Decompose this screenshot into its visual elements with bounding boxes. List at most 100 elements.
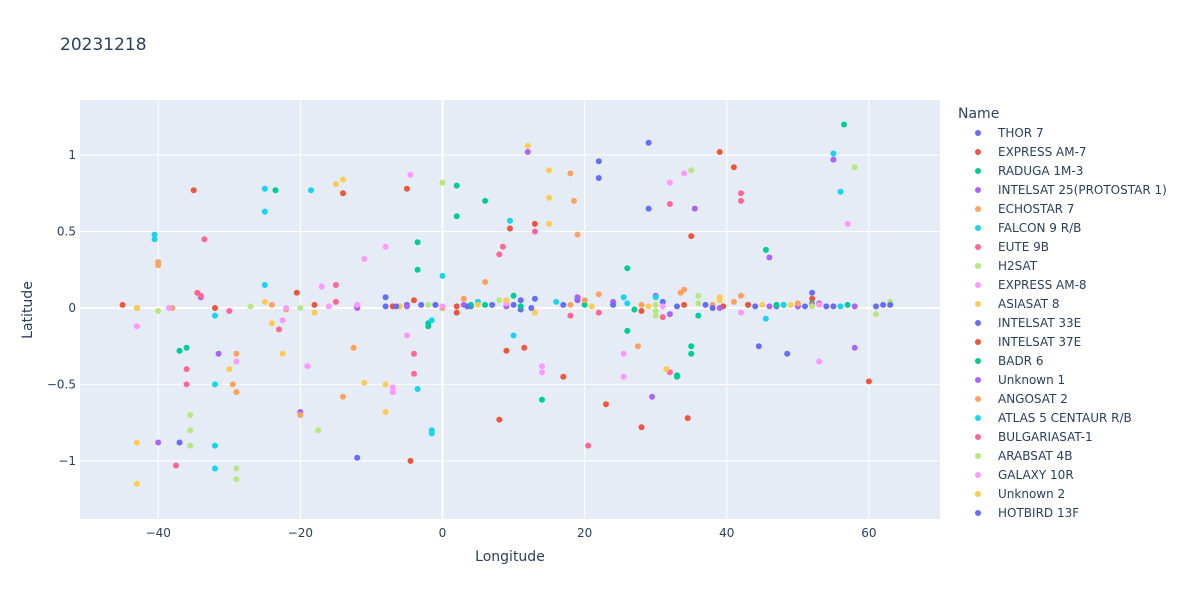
data-point[interactable] — [261, 208, 268, 215]
legend-item[interactable]: BULGARIASAT-1 — [975, 430, 1093, 444]
data-point[interactable] — [151, 236, 158, 243]
data-point[interactable] — [638, 301, 645, 308]
data-point[interactable] — [133, 439, 140, 446]
data-point[interactable] — [382, 381, 389, 388]
data-point[interactable] — [414, 386, 421, 392]
data-point[interactable] — [503, 297, 510, 304]
data-point[interactable] — [666, 311, 673, 318]
data-point[interactable] — [539, 396, 545, 403]
data-point[interactable] — [389, 384, 396, 391]
data-point[interactable] — [688, 167, 695, 174]
data-point[interactable] — [738, 197, 744, 204]
data-point[interactable] — [659, 314, 666, 321]
data-point[interactable] — [567, 301, 574, 308]
data-point[interactable] — [499, 243, 506, 250]
data-point[interactable] — [709, 305, 716, 311]
data-point[interactable] — [517, 303, 524, 310]
data-point[interactable] — [595, 309, 602, 316]
legend-item[interactable]: ATLAS 5 CENTAUR R/B — [975, 411, 1132, 425]
data-point[interactable] — [332, 282, 339, 288]
data-point[interactable] — [382, 409, 389, 415]
data-point[interactable] — [823, 303, 830, 310]
data-point[interactable] — [517, 297, 524, 304]
data-point[interactable] — [354, 454, 361, 461]
data-point[interactable] — [581, 301, 588, 308]
data-point[interactable] — [233, 358, 240, 365]
data-point[interactable] — [738, 190, 744, 197]
data-point[interactable] — [432, 301, 439, 308]
data-point[interactable] — [702, 301, 709, 308]
data-point[interactable] — [762, 246, 769, 253]
data-point[interactable] — [475, 301, 481, 308]
data-point[interactable] — [546, 194, 553, 201]
data-point[interactable] — [268, 301, 275, 308]
data-point[interactable] — [631, 306, 638, 313]
data-point[interactable] — [738, 309, 744, 316]
data-point[interactable] — [407, 457, 414, 464]
data-point[interactable] — [361, 379, 368, 386]
data-point[interactable] — [524, 142, 531, 149]
data-point[interactable] — [560, 301, 567, 308]
data-point[interactable] — [418, 301, 425, 308]
data-point[interactable] — [332, 298, 339, 305]
legend-item[interactable]: INTELSAT 25(PROTOSTAR 1) — [975, 183, 1167, 197]
data-point[interactable] — [340, 393, 346, 400]
data-point[interactable] — [649, 393, 656, 400]
data-point[interactable] — [119, 301, 126, 308]
data-point[interactable] — [190, 187, 197, 194]
data-point[interactable] — [652, 312, 659, 319]
data-point[interactable] — [187, 412, 194, 418]
data-point[interactable] — [603, 401, 609, 408]
data-point[interactable] — [787, 301, 794, 308]
data-point[interactable] — [652, 308, 659, 314]
legend-item[interactable]: ARABSAT 4B — [975, 449, 1072, 463]
data-point[interactable] — [524, 149, 531, 155]
data-point[interactable] — [674, 372, 680, 379]
data-point[interactable] — [567, 170, 574, 177]
data-point[interactable] — [539, 369, 545, 376]
legend-item[interactable]: EXPRESS AM-7 — [975, 145, 1087, 159]
data-point[interactable] — [403, 332, 410, 339]
data-point[interactable] — [620, 350, 627, 357]
data-point[interactable] — [681, 286, 688, 293]
data-point[interactable] — [350, 344, 357, 351]
data-point[interactable] — [567, 312, 574, 319]
data-point[interactable] — [585, 442, 592, 449]
data-point[interactable] — [361, 256, 368, 262]
data-point[interactable] — [766, 303, 773, 310]
data-point[interactable] — [620, 373, 627, 380]
legend-item[interactable]: HOTBIRD 13F — [975, 506, 1079, 520]
data-point[interactable] — [297, 412, 304, 418]
data-point[interactable] — [887, 301, 894, 308]
legend-item[interactable]: H2SAT — [975, 259, 1038, 273]
data-point[interactable] — [809, 289, 816, 296]
legend-item[interactable]: Unknown 1 — [975, 373, 1065, 387]
data-point[interactable] — [354, 301, 361, 308]
data-point[interactable] — [659, 298, 666, 305]
data-point[interactable] — [851, 303, 858, 310]
data-point[interactable] — [183, 381, 190, 388]
legend-item[interactable]: ASIASAT 8 — [975, 297, 1059, 311]
data-point[interactable] — [325, 303, 332, 310]
data-point[interactable] — [439, 272, 446, 279]
data-point[interactable] — [215, 350, 222, 357]
data-point[interactable] — [610, 301, 617, 308]
data-point[interactable] — [425, 301, 432, 308]
data-point[interactable] — [212, 305, 218, 311]
data-point[interactable] — [247, 303, 254, 310]
data-point[interactable] — [155, 262, 162, 269]
data-point[interactable] — [595, 291, 602, 298]
data-point[interactable] — [553, 298, 560, 305]
data-point[interactable] — [794, 300, 801, 307]
legend-item[interactable]: INTELSAT 33E — [975, 316, 1081, 330]
data-point[interactable] — [816, 301, 823, 308]
data-point[interactable] — [151, 231, 158, 238]
data-point[interactable] — [187, 427, 194, 434]
data-point[interactable] — [638, 308, 645, 314]
data-point[interactable] — [730, 298, 737, 305]
data-point[interactable] — [212, 312, 218, 319]
legend[interactable]: Name THOR 7 EXPRESS AM-7 RADUGA 1M-3 INTELS… — [958, 106, 1167, 520]
data-point[interactable] — [155, 308, 162, 314]
data-point[interactable] — [155, 439, 162, 446]
data-point[interactable] — [645, 303, 652, 310]
